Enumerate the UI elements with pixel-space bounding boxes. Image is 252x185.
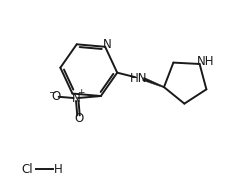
Text: N: N xyxy=(103,38,111,51)
Text: O: O xyxy=(52,90,61,103)
Text: N: N xyxy=(72,92,80,105)
Text: HN: HN xyxy=(130,72,148,85)
Text: −: − xyxy=(48,87,55,96)
Polygon shape xyxy=(143,77,164,88)
Text: Cl: Cl xyxy=(21,163,33,176)
Text: +: + xyxy=(77,88,85,97)
Text: O: O xyxy=(74,112,83,125)
Text: H: H xyxy=(53,163,62,176)
Text: NH: NH xyxy=(197,56,215,68)
